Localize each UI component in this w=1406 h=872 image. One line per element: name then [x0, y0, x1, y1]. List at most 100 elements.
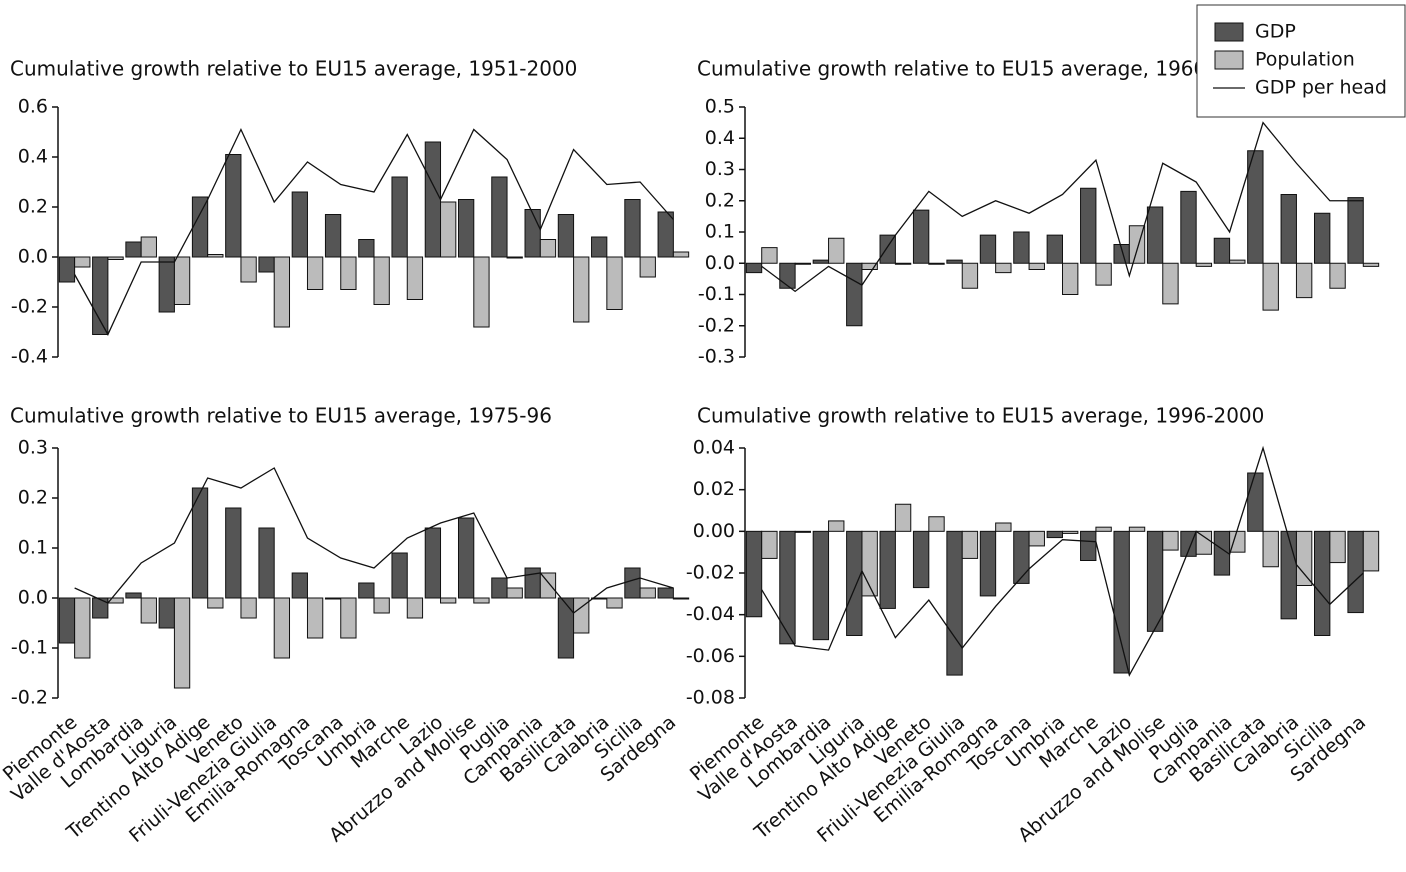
bar [173, 597, 191, 689]
bar [74, 597, 91, 659]
bar [140, 236, 157, 258]
bar [861, 262, 878, 270]
bar [506, 256, 523, 259]
chart-title: Cumulative growth relative to EU15 avera… [10, 57, 577, 81]
bar [491, 577, 508, 599]
bar [125, 592, 142, 599]
y-tick-label: 0.00 [693, 520, 735, 542]
bar [1195, 530, 1213, 555]
bar [879, 234, 896, 264]
bar [391, 176, 408, 258]
bar [1329, 262, 1346, 289]
bar [591, 236, 608, 258]
y-tick-label: -0.02 [686, 562, 735, 584]
bar [794, 530, 812, 533]
legend-label: GDP [1255, 21, 1296, 43]
y-tick-label: 0.0 [705, 252, 735, 274]
bar [391, 552, 408, 599]
y-tick-label: -0.3 [698, 346, 735, 368]
bar [1013, 530, 1030, 584]
bar [557, 597, 575, 659]
line-series [74, 467, 674, 614]
y-tick-label: 0.2 [705, 189, 735, 211]
y-tick-label: 0.1 [18, 537, 48, 559]
bar [340, 597, 357, 639]
bar [1280, 530, 1297, 620]
chart-title: Cumulative growth relative to EU15 avera… [10, 404, 552, 428]
bar [473, 256, 490, 328]
bar [979, 234, 997, 264]
bar [258, 256, 275, 273]
y-tick-label: 0.2 [18, 487, 48, 509]
bar [1028, 262, 1045, 270]
bar [812, 259, 830, 264]
bar [624, 567, 641, 599]
bar [207, 597, 224, 609]
y-tick-label: -0.08 [686, 687, 735, 709]
bar [324, 214, 342, 258]
bar [1046, 530, 1064, 539]
bar [1262, 530, 1279, 568]
bar [1213, 237, 1231, 264]
bar [1095, 526, 1112, 532]
legend-label: Population [1255, 49, 1355, 71]
y-tick-label: 0.4 [705, 127, 735, 149]
bar [1146, 530, 1164, 632]
y-tick-label: 0.6 [18, 96, 48, 118]
bar [1280, 194, 1297, 264]
bar [573, 256, 590, 323]
y-tick-label: 0.04 [693, 437, 735, 459]
bar [107, 256, 124, 260]
bar [74, 256, 91, 268]
y-tick-label: 0.1 [705, 221, 735, 243]
bar [1080, 530, 1097, 561]
bar [779, 262, 796, 289]
y-tick-label: -0.04 [686, 603, 735, 625]
bar [1162, 530, 1179, 551]
line-series [74, 127, 674, 336]
bar [1180, 190, 1197, 264]
bar [524, 209, 541, 258]
bar [1095, 262, 1112, 286]
bar [995, 522, 1012, 532]
bar [440, 597, 457, 604]
bar [373, 597, 390, 614]
bar [92, 597, 109, 619]
bar [173, 256, 191, 305]
legend: GDP Population GDP per head [1196, 4, 1406, 118]
bar [1229, 259, 1246, 264]
bar [557, 214, 575, 258]
bar [812, 530, 830, 641]
legend-label: GDP per head [1255, 77, 1387, 99]
bar [1262, 262, 1279, 311]
bar [524, 567, 541, 599]
bar [291, 191, 308, 258]
bar [539, 239, 557, 258]
bar [191, 196, 209, 258]
bar [140, 597, 157, 624]
bar [158, 597, 175, 629]
bar [846, 262, 863, 327]
bar [672, 597, 690, 600]
bar [358, 239, 375, 258]
bar [961, 530, 979, 559]
bar [107, 597, 124, 604]
y-tick-label: 0.0 [18, 246, 48, 268]
y-tick-label: -0.4 [11, 346, 48, 368]
bar [1062, 262, 1079, 295]
y-tick-label: 0.02 [693, 478, 735, 500]
bar [225, 507, 242, 599]
y-tick-label: 0.2 [18, 196, 48, 218]
bar [1329, 530, 1346, 564]
bar [846, 530, 863, 636]
legend-swatch [1214, 50, 1244, 70]
y-tick-label: -0.2 [698, 314, 735, 336]
y-tick-label: 0.4 [18, 146, 48, 168]
line-series [761, 445, 1364, 677]
bar [761, 247, 778, 264]
bar [1313, 212, 1331, 264]
bar [506, 587, 523, 599]
bar [928, 262, 945, 265]
bar [1062, 530, 1079, 534]
bar [1180, 530, 1197, 557]
